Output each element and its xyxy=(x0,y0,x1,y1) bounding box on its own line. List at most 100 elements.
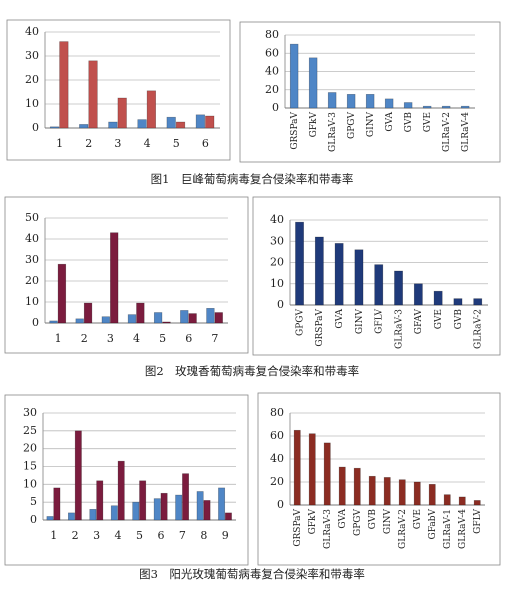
bar xyxy=(117,460,125,521)
x-tick-label: 5 xyxy=(159,332,166,345)
x-tick-label: GLRaV-1 xyxy=(443,509,453,549)
x-tick-label: GINV xyxy=(355,309,365,335)
bar xyxy=(428,483,436,506)
bar xyxy=(83,302,93,324)
x-tick-label: GRSPaV xyxy=(315,309,325,347)
bar xyxy=(110,232,119,324)
x-tick-label: 6 xyxy=(185,332,192,345)
x-tick-label: 4 xyxy=(115,529,122,542)
bar xyxy=(353,467,361,506)
x-tick-label: GLRaV-2 xyxy=(442,112,452,152)
bar xyxy=(96,480,104,521)
bar xyxy=(195,114,205,129)
bar xyxy=(53,487,61,521)
x-tick-label: GVE xyxy=(413,509,423,529)
bar xyxy=(413,481,421,506)
x-tick-label: 6 xyxy=(202,137,209,150)
panel xyxy=(4,196,249,354)
bar xyxy=(383,477,391,506)
bar xyxy=(166,116,176,129)
bar xyxy=(453,298,463,306)
bar xyxy=(74,430,82,521)
x-tick-label: GFkV xyxy=(309,112,319,138)
y-tick-label: 40 xyxy=(265,65,279,78)
bar xyxy=(334,243,344,306)
y-tick-label: 40 xyxy=(25,232,39,245)
y-tick-label: 0 xyxy=(272,101,279,114)
y-tick-label: 0 xyxy=(32,316,39,329)
y-tick-label: 20 xyxy=(270,475,284,488)
bar xyxy=(293,429,301,506)
x-tick-label: 4 xyxy=(144,137,151,150)
x-tick-label: GRSPaV xyxy=(293,509,303,547)
panel xyxy=(239,21,501,163)
y-tick-label: 20 xyxy=(270,256,284,269)
bar xyxy=(160,492,168,521)
x-tick-label: GLRaV-3 xyxy=(394,309,404,349)
bar xyxy=(139,480,147,521)
bar xyxy=(214,312,223,324)
x-tick-label: GFkV xyxy=(308,509,318,535)
x-tick-label: 1 xyxy=(50,529,57,542)
y-tick-label: 30 xyxy=(23,406,37,419)
bar xyxy=(175,121,186,129)
bar xyxy=(75,318,84,324)
bar xyxy=(338,466,346,506)
x-tick-label: 8 xyxy=(200,529,207,542)
x-tick-label: 1 xyxy=(56,137,63,150)
y-tick-label: 0 xyxy=(277,498,284,511)
bar xyxy=(180,310,189,324)
bar xyxy=(137,119,147,129)
bar xyxy=(224,512,232,521)
x-tick-label: GVB xyxy=(454,309,464,330)
y-tick-label: 10 xyxy=(270,277,284,290)
y-tick-label: 0 xyxy=(30,513,37,526)
y-tick-label: 40 xyxy=(270,452,284,465)
x-tick-label: GFLV xyxy=(473,509,483,534)
bar xyxy=(132,501,140,521)
bar xyxy=(458,496,466,506)
x-tick-label: GVA xyxy=(385,112,395,132)
y-tick-label: 30 xyxy=(25,253,39,266)
bar xyxy=(473,298,483,306)
bar xyxy=(314,236,324,306)
bar xyxy=(57,263,67,324)
y-tick-label: 40 xyxy=(25,25,39,38)
caption: 图1 巨峰葡萄病毒复合侵染率和带毒率 xyxy=(151,172,354,186)
x-tick-label: 4 xyxy=(133,332,140,345)
x-tick-label: GLRaV-2 xyxy=(474,309,484,349)
bar xyxy=(110,505,118,521)
bar xyxy=(206,307,215,324)
bar xyxy=(188,313,197,324)
bar xyxy=(323,442,331,506)
bar xyxy=(203,500,211,521)
y-tick-label: 20 xyxy=(265,83,279,96)
x-tick-label: 1 xyxy=(55,332,62,345)
bar xyxy=(49,126,60,129)
x-tick-label: 9 xyxy=(222,529,229,542)
x-tick-label: GINV xyxy=(366,112,376,138)
bar xyxy=(308,57,318,109)
x-tick-label: GVA xyxy=(335,309,345,329)
bar xyxy=(79,124,89,129)
y-tick-label: 20 xyxy=(25,73,39,86)
bar xyxy=(153,498,161,521)
bar xyxy=(146,90,156,129)
caption: 图2 玫瑰香葡萄病毒复合侵染率和带毒率 xyxy=(145,364,359,378)
bar xyxy=(175,494,183,521)
bar xyxy=(101,316,110,324)
bar xyxy=(218,487,226,521)
x-tick-label: 7 xyxy=(211,332,218,345)
bar xyxy=(153,312,163,324)
x-tick-label: GVB xyxy=(404,112,414,133)
y-tick-label: 50 xyxy=(25,211,39,224)
y-tick-label: 20 xyxy=(23,442,37,455)
bar xyxy=(398,479,406,506)
y-tick-label: 80 xyxy=(270,406,284,419)
y-tick-label: 10 xyxy=(25,97,39,110)
x-tick-label: GFabV xyxy=(428,509,438,540)
x-tick-label: GVA xyxy=(338,509,348,529)
bar xyxy=(46,516,54,521)
bar xyxy=(136,302,145,324)
x-tick-label: 2 xyxy=(85,137,92,150)
